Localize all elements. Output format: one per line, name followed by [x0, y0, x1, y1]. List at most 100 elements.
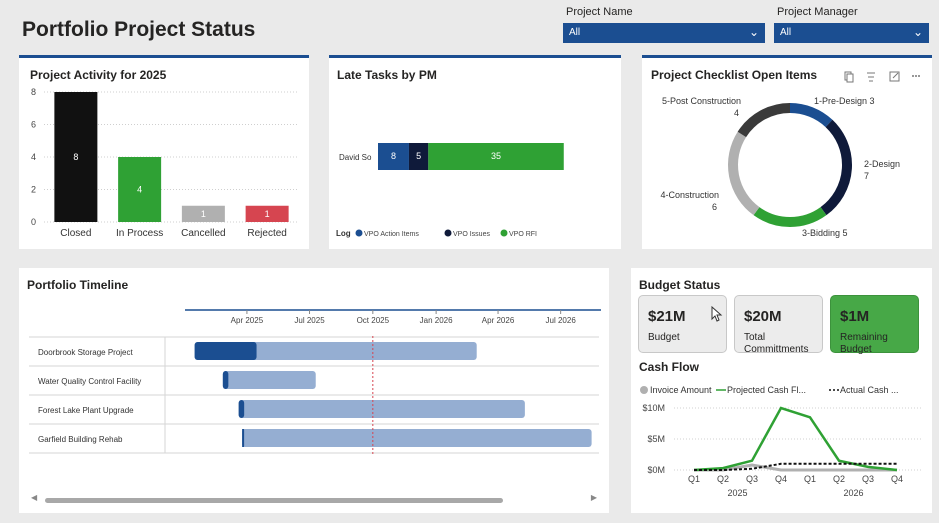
more-options-icon[interactable] [912, 75, 920, 77]
bar-closed [54, 92, 98, 222]
data-label: 8 [73, 152, 78, 162]
y-category-label: David So [339, 153, 372, 162]
page-title: Portfolio Project Status [22, 18, 256, 41]
commitments-kpi-label: Total Committments [744, 332, 809, 355]
mouse-cursor-icon [711, 306, 723, 322]
legend-marker [444, 229, 452, 237]
timeline-bar-remaining [222, 371, 316, 389]
donut-slice [753, 206, 827, 227]
axis-tick-label: Jul 2026 [546, 316, 577, 325]
filter-icon[interactable] [867, 72, 875, 82]
remaining-budget-kpi-value: $1M [840, 308, 870, 325]
bar-in-process [118, 157, 162, 222]
remaining-budget-kpi-label: Remaining Budget [840, 332, 888, 355]
timeline-bar-remaining [242, 429, 592, 447]
late-tasks-title: Late Tasks by PM [337, 68, 437, 82]
checklist-card: Project Checklist Open Items 1-Pre-Desig… [642, 55, 932, 249]
legend-marker [355, 229, 363, 237]
project-manager-slicer-value: All [780, 27, 792, 38]
donut-data-label: 2-Design [864, 159, 900, 169]
y-tick-label: $0M [647, 465, 665, 475]
commitments-kpi-value: $20M [744, 308, 782, 325]
legend-marker [640, 386, 648, 394]
x-tick-label: Q4 [775, 474, 787, 484]
x-year-label: 2026 [843, 488, 863, 498]
data-label: 8 [391, 151, 396, 161]
timeline-card: Portfolio Timeline Apr 2025 Jul 2025 Oct 2… [19, 268, 609, 513]
cash-flow-chart: Invoice Amount Projected Cash Fl... Actual… [640, 385, 921, 498]
timeline-bar-progress [242, 429, 245, 447]
axis-tick-label: Apr 2025 [231, 316, 264, 325]
budget-status-title: Budget Status [639, 278, 721, 292]
budget-kpi-label: Budget [648, 332, 680, 343]
timeline-bar-progress [194, 342, 257, 360]
axis-tick-label: Apr 2026 [482, 316, 515, 325]
legend-label: Actual Cash ... [840, 385, 899, 395]
donut-slice [820, 119, 852, 216]
timeline-chart: Apr 2025 Jul 2025 Oct 2025 Jan 2026 Apr 2026… [29, 309, 601, 456]
x-tick-label: Q2 [717, 474, 729, 484]
commitments-kpi-card[interactable]: $20M Total Committments [734, 295, 823, 355]
series-invoice-line [694, 463, 897, 472]
bar-segment [408, 143, 429, 170]
donut-slice [728, 131, 760, 216]
data-label: 5 [416, 151, 421, 161]
timeline-bar-progress [222, 371, 229, 389]
bar-segment [378, 143, 409, 170]
horizontal-scrollbar[interactable]: ◀ ▶ [31, 493, 597, 504]
budget-kpi-card[interactable]: $21M Budget [638, 295, 727, 353]
data-label: 4 [137, 185, 142, 195]
y-tick-label: $5M [647, 434, 665, 444]
legend-marker [500, 229, 508, 237]
project-activity-chart: 0 2 4 6 8 8 Closed 4 In Process 1 Cancelled 1 Reject… [31, 87, 299, 239]
budget-cashflow-card: Budget Status $21M Budget $20M Total Com… [631, 268, 932, 513]
project-name-slicer[interactable]: All ⌄ [563, 23, 765, 43]
remaining-budget-kpi-card[interactable]: $1M Remaining Budget [830, 295, 919, 355]
bar-cancelled [181, 205, 225, 222]
copy-icon[interactable] [844, 71, 854, 83]
x-tick-label: In Process [116, 228, 163, 239]
series-actual-line [694, 462, 897, 471]
project-manager-slicer[interactable]: All ⌄ [774, 23, 929, 43]
scroll-right-icon[interactable]: ▶ [590, 493, 597, 502]
data-label: 1 [201, 209, 206, 219]
x-tick-label: Q4 [891, 474, 903, 484]
donut-data-label: 5-Post Construction [662, 96, 741, 106]
axis-tick-label: Jan 2026 [420, 316, 453, 325]
x-year-label: 2025 [727, 488, 747, 498]
x-tick-label: Q3 [746, 474, 758, 484]
timeline-bar-progress [238, 400, 245, 418]
donut-slice [737, 103, 791, 138]
late-tasks-chart: David So 8 5 35 Log VPO Action Items VPO Issue… [336, 143, 564, 238]
donut-slice [789, 103, 833, 128]
x-tick-label: Q2 [833, 474, 845, 484]
focus-mode-icon[interactable] [889, 71, 900, 82]
donut-data-label: 4-Construction [660, 190, 719, 200]
legend-label: VPO Issues [453, 231, 490, 238]
budget-kpi-value: $21M [648, 308, 686, 325]
legend-label: Invoice Amount [650, 385, 712, 395]
axis-tick-label: Jul 2025 [294, 316, 325, 325]
timeline-title: Portfolio Timeline [27, 278, 129, 292]
x-tick-label: Q3 [862, 474, 874, 484]
data-label: 35 [491, 151, 501, 161]
bar-rejected [245, 205, 289, 222]
x-tick-label: Cancelled [181, 228, 225, 239]
scroll-left-icon[interactable]: ◀ [31, 493, 38, 502]
y-tick-label: 6 [31, 120, 36, 130]
legend-title: Log [336, 229, 351, 238]
donut-data-label: 6 [712, 202, 717, 212]
timeline-bar-remaining [194, 342, 477, 360]
donut-data-label: 3-Bidding 5 [802, 228, 848, 238]
series-projected-line [693, 406, 898, 472]
project-name-label: Doorbrook Storage Project [38, 348, 133, 357]
legend-label: Projected Cash Fl... [727, 385, 806, 395]
project-name-label: Garfield Building Rehab [38, 435, 123, 444]
project-name-label: Forest Lake Plant Upgrade [38, 406, 134, 415]
project-name-label: Water Quality Control Facility [38, 377, 141, 386]
project-activity-card: Project Activity for 2025 0 2 4 6 8 8 Closed 4 I… [19, 55, 309, 249]
x-tick-label: Q1 [804, 474, 816, 484]
bar-segment [428, 143, 564, 170]
scrollbar-thumb[interactable] [45, 498, 503, 503]
checklist-donut-chart: 1-Pre-Design 3 2-Design 7 3-Bidding 5 4-Cons… [660, 96, 900, 238]
